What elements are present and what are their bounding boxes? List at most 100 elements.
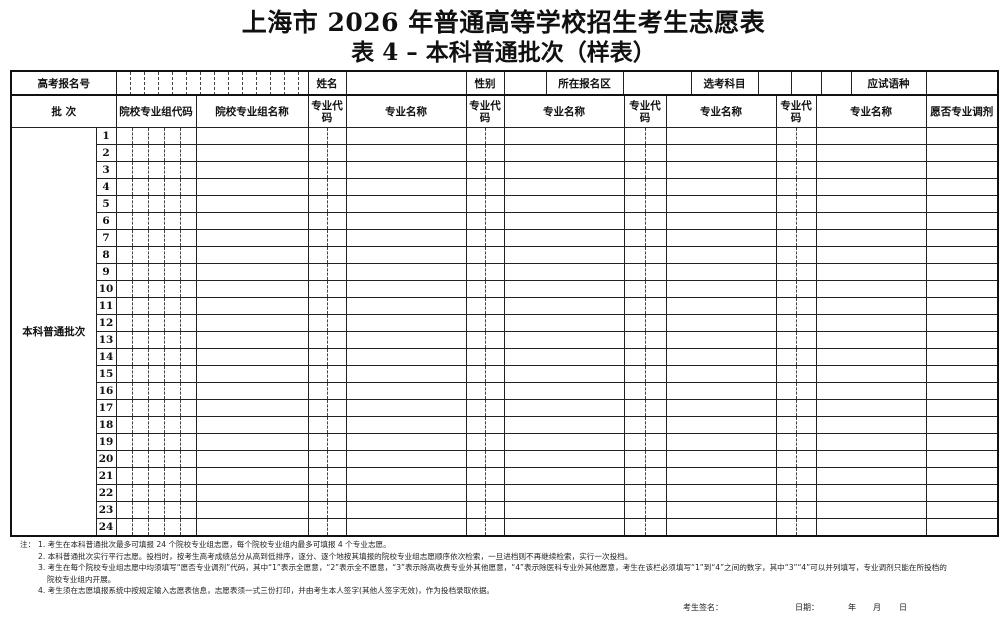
major-name-cell-4[interactable] <box>815 297 927 315</box>
group-code-digit-cell[interactable] <box>131 518 149 537</box>
major-name-cell-4[interactable] <box>815 314 927 332</box>
group-code-digit-cell[interactable] <box>131 365 149 383</box>
major-code-cell-4[interactable] <box>775 416 797 434</box>
exam-no-digit-cell[interactable] <box>129 70 145 96</box>
major-code-cell-2[interactable] <box>484 178 505 196</box>
group-code-digit-cell[interactable] <box>115 229 133 247</box>
major-code-cell-3[interactable] <box>623 365 646 383</box>
group-code-digit-cell[interactable] <box>179 314 197 332</box>
major-code-cell-2[interactable] <box>484 416 505 434</box>
major-name-cell-1[interactable] <box>345 246 467 264</box>
major-code-cell-2[interactable] <box>465 263 486 281</box>
major-name-cell-4[interactable] <box>815 246 927 264</box>
major-name-cell-2[interactable] <box>503 161 625 179</box>
group-code-digit-cell[interactable] <box>179 348 197 366</box>
major-code-cell-1[interactable] <box>307 314 328 332</box>
major-code-cell-3[interactable] <box>623 144 646 162</box>
major-code-cell-2[interactable] <box>484 127 505 145</box>
group-code-digit-cell[interactable] <box>115 263 133 281</box>
major-code-cell-2[interactable] <box>465 433 486 451</box>
adjust-cell[interactable] <box>925 127 999 145</box>
exam-no-digit-cell[interactable] <box>297 70 309 96</box>
group-name-cell[interactable] <box>195 212 309 230</box>
major-code-cell-2[interactable] <box>465 416 486 434</box>
major-code-cell-3[interactable] <box>644 127 667 145</box>
group-code-digit-cell[interactable] <box>179 195 197 213</box>
major-code-cell-3[interactable] <box>623 467 646 485</box>
group-code-digit-cell[interactable] <box>131 399 149 417</box>
major-name-cell-1[interactable] <box>345 212 467 230</box>
major-code-cell-1[interactable] <box>326 382 347 400</box>
major-code-cell-1[interactable] <box>326 246 347 264</box>
major-code-cell-3[interactable] <box>644 416 667 434</box>
major-name-cell-1[interactable] <box>345 144 467 162</box>
major-name-cell-4[interactable] <box>815 331 927 349</box>
major-code-cell-2[interactable] <box>484 467 505 485</box>
major-code-cell-2[interactable] <box>484 433 505 451</box>
group-code-digit-cell[interactable] <box>163 365 181 383</box>
major-name-cell-2[interactable] <box>503 433 625 451</box>
major-name-cell-3[interactable] <box>665 433 777 451</box>
group-code-digit-cell[interactable] <box>179 484 197 502</box>
major-code-cell-4[interactable] <box>775 212 797 230</box>
adjust-cell[interactable] <box>925 246 999 264</box>
major-name-cell-3[interactable] <box>665 331 777 349</box>
group-code-digit-cell[interactable] <box>163 212 181 230</box>
major-code-cell-2[interactable] <box>465 518 486 537</box>
major-code-cell-1[interactable] <box>307 297 328 315</box>
adjust-cell[interactable] <box>925 331 999 349</box>
major-code-cell-3[interactable] <box>644 433 667 451</box>
group-code-digit-cell[interactable] <box>115 365 133 383</box>
group-code-digit-cell[interactable] <box>163 280 181 298</box>
major-code-cell-1[interactable] <box>326 433 347 451</box>
major-code-cell-4[interactable] <box>795 331 817 349</box>
exam-no-digit-cell[interactable] <box>241 70 257 96</box>
major-name-cell-2[interactable] <box>503 127 625 145</box>
adjust-cell[interactable] <box>925 467 999 485</box>
major-code-cell-1[interactable] <box>326 280 347 298</box>
group-code-digit-cell[interactable] <box>163 161 181 179</box>
group-code-digit-cell[interactable] <box>131 348 149 366</box>
major-code-cell-1[interactable] <box>307 229 328 247</box>
group-name-cell[interactable] <box>195 484 309 502</box>
group-name-cell[interactable] <box>195 450 309 468</box>
major-name-cell-4[interactable] <box>815 399 927 417</box>
group-code-digit-cell[interactable] <box>115 382 133 400</box>
major-code-cell-3[interactable] <box>623 348 646 366</box>
group-code-digit-cell[interactable] <box>179 263 197 281</box>
adjust-cell[interactable] <box>925 501 999 519</box>
major-code-cell-1[interactable] <box>326 331 347 349</box>
major-name-cell-4[interactable] <box>815 195 927 213</box>
major-code-cell-2[interactable] <box>484 484 505 502</box>
major-name-cell-4[interactable] <box>815 501 927 519</box>
group-code-digit-cell[interactable] <box>115 484 133 502</box>
major-name-cell-4[interactable] <box>815 450 927 468</box>
adjust-cell[interactable] <box>925 416 999 434</box>
major-code-cell-1[interactable] <box>307 348 328 366</box>
major-name-cell-3[interactable] <box>665 127 777 145</box>
group-code-digit-cell[interactable] <box>115 314 133 332</box>
major-code-cell-3[interactable] <box>623 501 646 519</box>
major-code-cell-3[interactable] <box>644 399 667 417</box>
major-code-cell-4[interactable] <box>795 144 817 162</box>
group-code-digit-cell[interactable] <box>147 212 165 230</box>
major-code-cell-3[interactable] <box>623 450 646 468</box>
major-name-cell-1[interactable] <box>345 263 467 281</box>
major-code-cell-2[interactable] <box>465 195 486 213</box>
major-name-cell-3[interactable] <box>665 144 777 162</box>
major-code-cell-2[interactable] <box>484 382 505 400</box>
exam-no-digit-cell[interactable] <box>283 70 299 96</box>
group-code-digit-cell[interactable] <box>131 501 149 519</box>
group-code-digit-cell[interactable] <box>147 280 165 298</box>
major-code-cell-1[interactable] <box>307 144 328 162</box>
major-code-cell-4[interactable] <box>775 127 797 145</box>
major-name-cell-3[interactable] <box>665 484 777 502</box>
group-name-cell[interactable] <box>195 399 309 417</box>
major-code-cell-3[interactable] <box>623 229 646 247</box>
major-code-cell-3[interactable] <box>644 501 667 519</box>
group-code-digit-cell[interactable] <box>147 416 165 434</box>
major-code-cell-4[interactable] <box>795 365 817 383</box>
major-code-cell-1[interactable] <box>326 144 347 162</box>
major-code-cell-3[interactable] <box>644 144 667 162</box>
group-code-digit-cell[interactable] <box>179 399 197 417</box>
